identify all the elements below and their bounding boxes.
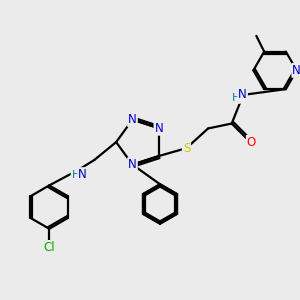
Text: N: N xyxy=(78,168,87,181)
Text: N: N xyxy=(128,158,137,171)
Text: N: N xyxy=(238,88,247,101)
Text: N: N xyxy=(292,64,300,77)
Text: S: S xyxy=(183,142,190,154)
Text: N: N xyxy=(128,113,137,126)
Text: N: N xyxy=(154,122,163,135)
Text: H: H xyxy=(72,169,80,180)
Text: Cl: Cl xyxy=(44,241,55,254)
Text: O: O xyxy=(247,136,256,149)
Text: H: H xyxy=(232,93,240,103)
